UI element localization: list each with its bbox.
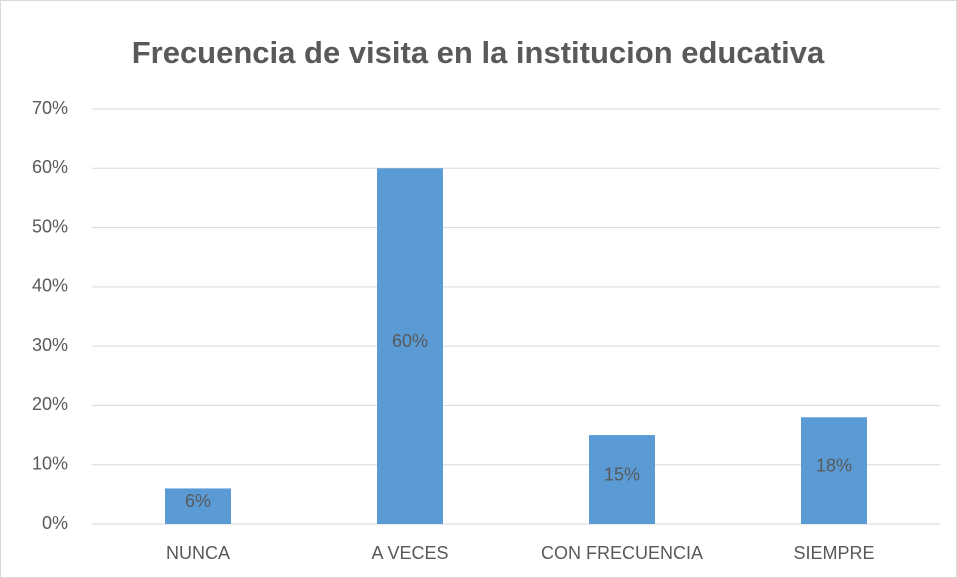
y-tick-label: 50% <box>32 216 68 236</box>
x-tick-label: SIEMPRE <box>793 543 874 563</box>
y-tick-label: 60% <box>32 157 68 177</box>
y-tick-label: 30% <box>32 335 68 355</box>
y-tick-label: 10% <box>32 453 68 473</box>
data-label: 6% <box>185 491 211 511</box>
y-tick-label: 70% <box>32 98 68 118</box>
x-tick-label: NUNCA <box>166 543 230 563</box>
chart-title: Frecuencia de visita en la institucion e… <box>132 35 825 70</box>
data-label: 15% <box>604 464 640 484</box>
y-tick-label: 20% <box>32 394 68 414</box>
x-tick-label: A VECES <box>371 543 448 563</box>
x-tick-label: CON FRECUENCIA <box>541 543 703 563</box>
data-label: 18% <box>816 455 852 475</box>
bar <box>589 435 655 524</box>
bar <box>377 168 443 525</box>
bar <box>165 488 231 524</box>
y-tick-label: 0% <box>42 513 68 533</box>
y-tick-label: 40% <box>32 276 68 296</box>
bar <box>801 417 867 524</box>
data-label: 60% <box>392 331 428 351</box>
